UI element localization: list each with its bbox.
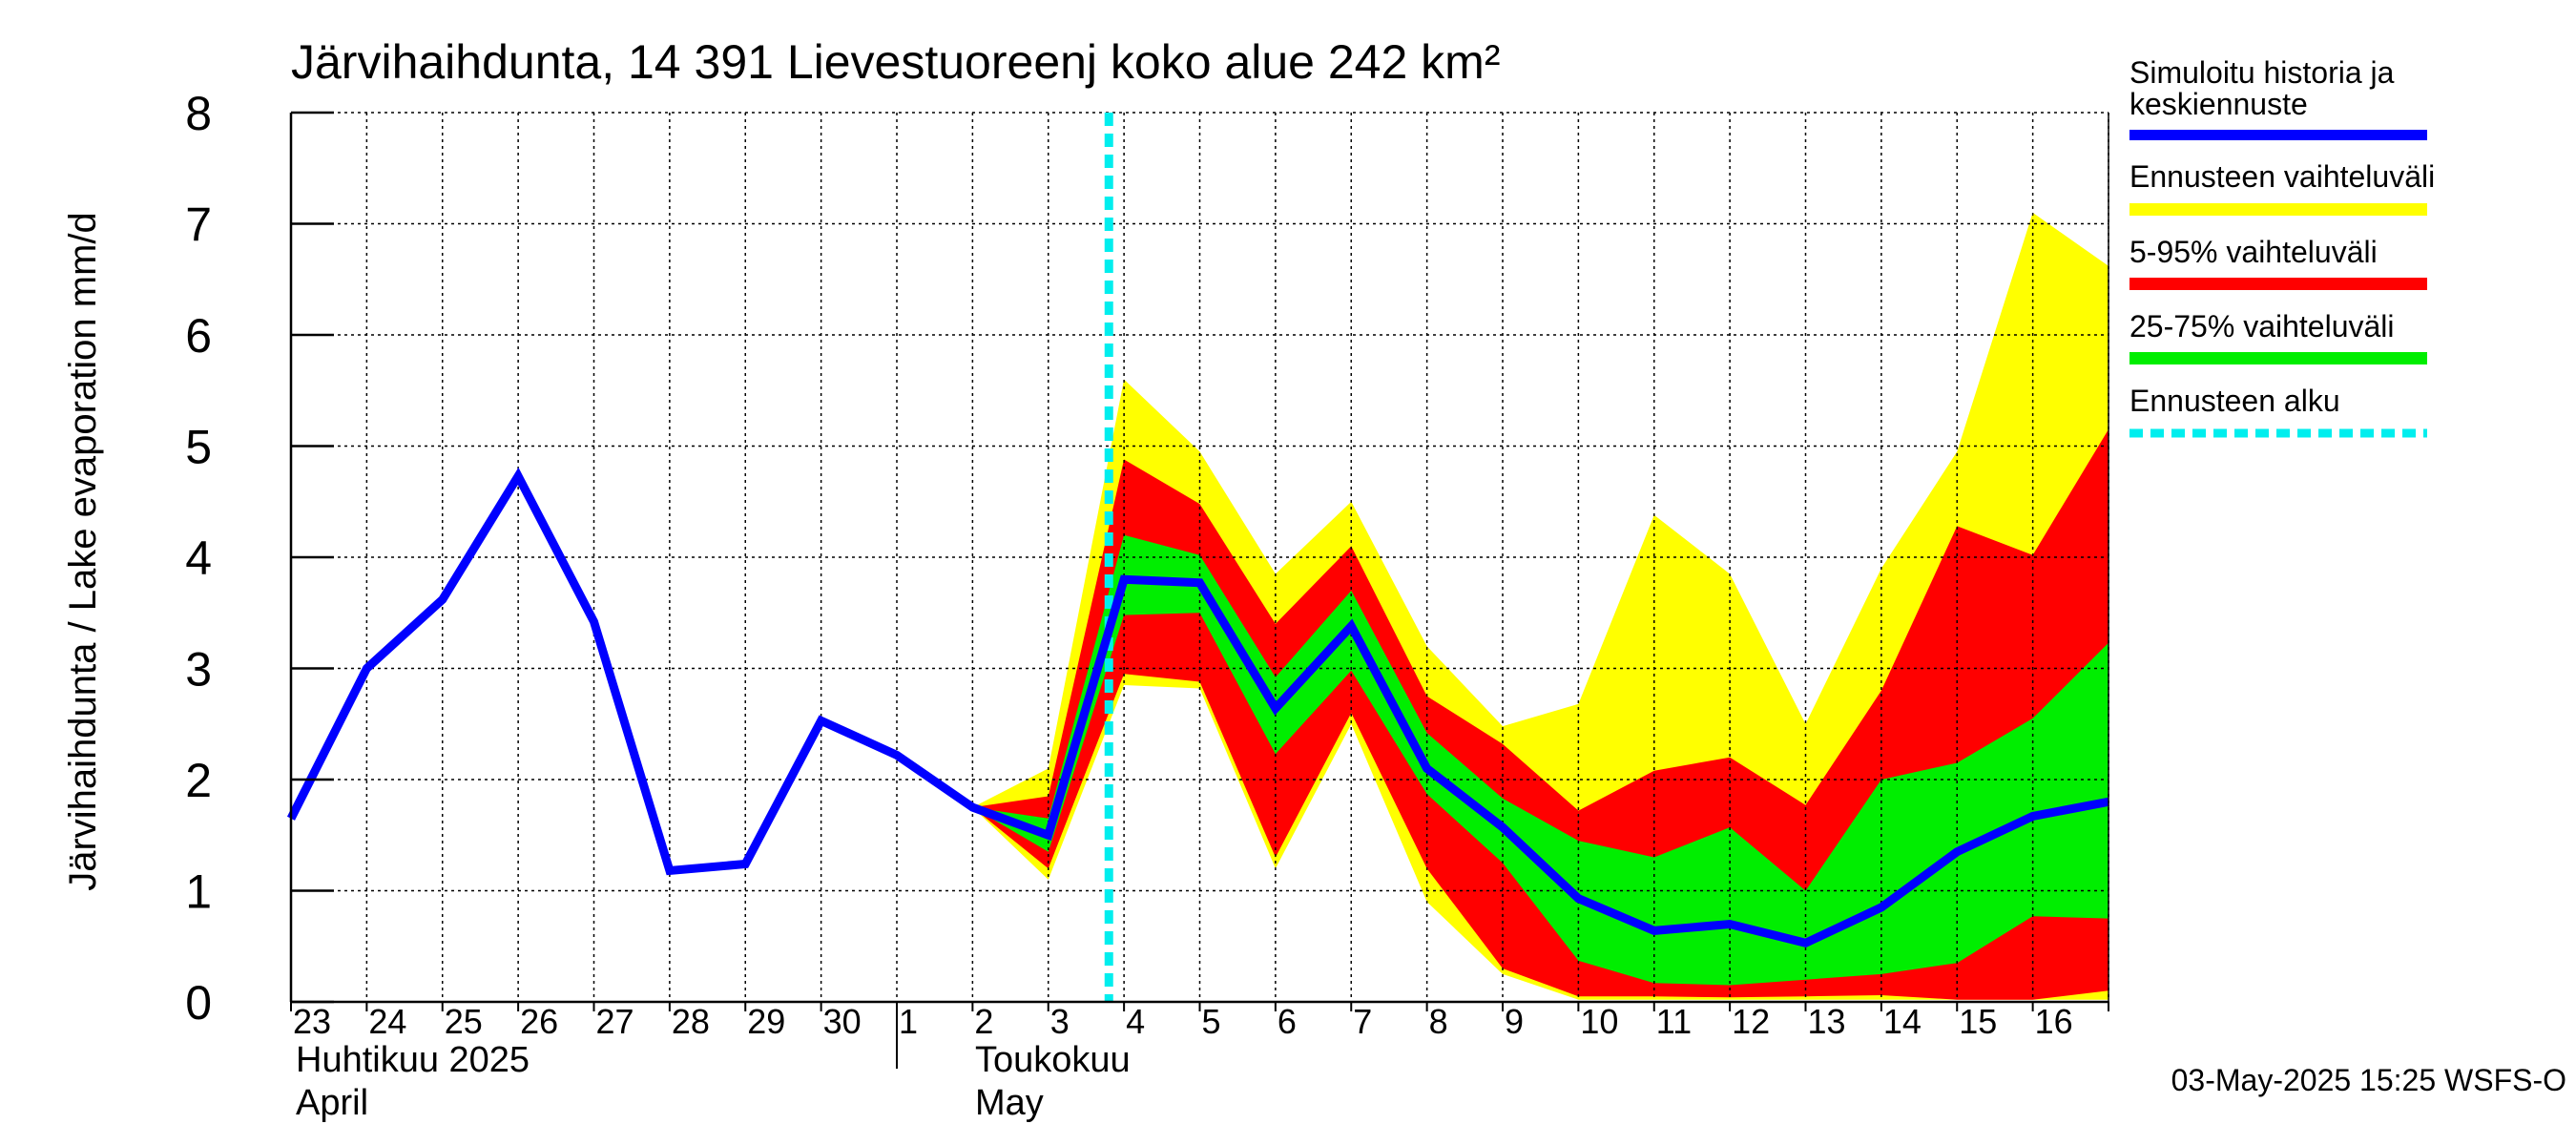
y-tick-label: 5	[185, 421, 212, 474]
x-tick-label: 12	[1732, 1002, 1770, 1041]
grid-lines	[291, 112, 2109, 1002]
x-tick-label: 5	[1202, 1002, 1221, 1041]
month-label-april-fi: Huhtikuu 2025	[296, 1040, 530, 1080]
y-tick-label: 1	[185, 865, 212, 919]
x-tick-labels: 23 24 25 26 27 28 29 30 1 2 3 4 5 6 7 8 9 10 11 12 13 14 15 16	[293, 1002, 2073, 1041]
y-tick-label: 0	[185, 976, 212, 1030]
x-tick-label: 27	[596, 1002, 634, 1041]
legend-swatch-range	[2129, 203, 2427, 216]
x-tick-label: 4	[1126, 1002, 1145, 1041]
x-tick-label: 23	[293, 1002, 331, 1041]
legend-label-p25-p75: 25-75% vaihteluväli	[2129, 309, 2395, 344]
y-tick-label: 3	[185, 643, 212, 697]
legend-swatch-p5-p95	[2129, 278, 2427, 290]
x-tick-label: 26	[520, 1002, 558, 1041]
y-tick-label: 4	[185, 531, 212, 585]
x-tick-label: 7	[1353, 1002, 1372, 1041]
month-label-may-fi: Toukokuu	[975, 1040, 1131, 1080]
x-tick-label: 10	[1580, 1002, 1618, 1041]
legend-label-p5-p95: 5-95% vaihteluväli	[2129, 235, 2378, 269]
x-tick-label: 11	[1656, 1002, 1692, 1041]
month-label-may-en: May	[975, 1083, 1044, 1123]
y-tick-label: 6	[185, 309, 212, 363]
chart-title: Järvihaihdunta, 14 391 Lievestuoreenj ko…	[291, 35, 1500, 89]
y-axis-label: Järvihaihdunta / Lake evaporation mm/d	[62, 212, 104, 891]
series-lines	[286, 113, 2109, 1002]
legend-swatch-median	[2129, 130, 2427, 140]
legend-label-forecast-start: Ennusteen alku	[2129, 384, 2340, 418]
x-tick-label: 14	[1883, 1002, 1922, 1041]
month-label-april-en: April	[296, 1083, 368, 1123]
legend: Simuloitu historia ja keskiennuste Ennus…	[2129, 55, 2435, 438]
legend-label-median-line2: keskiennuste	[2129, 87, 2308, 121]
footer-timestamp: 03-May-2025 15:25 WSFS-O	[2171, 1063, 2566, 1097]
band-25-75	[972, 534, 2109, 986]
y-tick-label: 8	[185, 87, 212, 140]
x-tick-label: 1	[899, 1002, 918, 1041]
x-tick-label: 28	[672, 1002, 710, 1041]
legend-label-range: Ennusteen vaihteluväli	[2129, 159, 2435, 194]
x-tick-label: 16	[2035, 1002, 2073, 1041]
x-tick-label: 13	[1808, 1002, 1846, 1041]
y-tick-labels: 0 1 2 3 4 5 6 7 8	[185, 87, 212, 1030]
y-tick-label: 2	[185, 754, 212, 807]
x-tick-label: 3	[1050, 1002, 1070, 1041]
median-line	[286, 467, 2109, 948]
x-tick-label: 6	[1278, 1002, 1297, 1041]
x-tick-label: 24	[368, 1002, 406, 1041]
x-tick-label: 29	[747, 1002, 785, 1041]
x-tick-label: 2	[974, 1002, 993, 1041]
band-5-95	[972, 429, 2109, 1000]
x-tick-label: 9	[1505, 1002, 1524, 1041]
forecast-bands	[972, 212, 2109, 1000]
x-tick-label: 15	[1959, 1002, 1997, 1041]
y-tick-label: 7	[185, 198, 212, 252]
legend-swatch-p25-p75	[2129, 352, 2427, 364]
x-tick-label: 25	[445, 1002, 483, 1041]
x-tick-label: 30	[823, 1002, 862, 1041]
axes	[289, 111, 2109, 1069]
legend-label-median-line1: Simuloitu historia ja	[2129, 55, 2395, 90]
x-tick-label: 8	[1429, 1002, 1448, 1041]
